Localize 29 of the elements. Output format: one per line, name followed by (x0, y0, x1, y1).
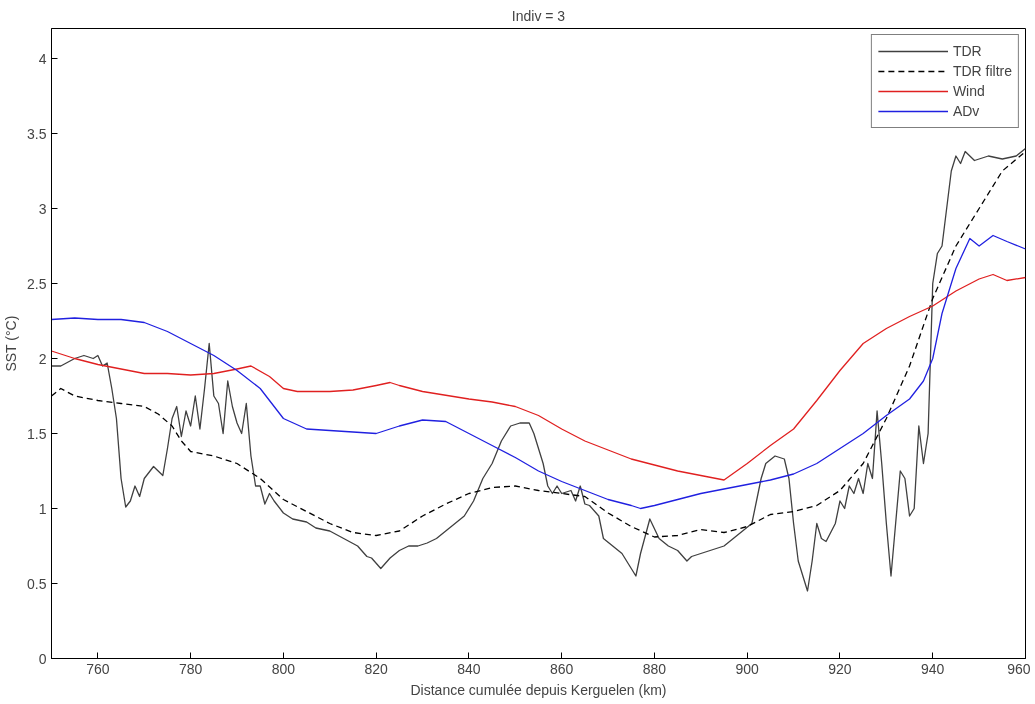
y-tick-label: 2.5 (27, 275, 47, 292)
y-tick-label: 0 (38, 650, 47, 667)
y-tick-label: 0.5 (27, 575, 47, 592)
x-tick-label: 960 (1007, 660, 1031, 677)
x-tick-label: 860 (550, 660, 574, 677)
x-tick-label: 920 (828, 660, 852, 677)
x-axis-title: Distance cumulée depuis Kerguelen (km) (410, 681, 667, 698)
y-tick-label: 2 (38, 350, 47, 367)
x-tick-label: 780 (178, 660, 203, 677)
x-tick-label: 760 (86, 660, 110, 677)
y-tick-label: 3 (38, 200, 47, 217)
x-tick-label: 800 (271, 660, 296, 677)
x-tick-label: 880 (642, 660, 667, 677)
chart-title: Indiv = 3 (511, 7, 566, 24)
legend-label: ADv (952, 103, 980, 119)
line-series (51, 234, 1026, 510)
legend-label: TDR filtre (952, 63, 1012, 79)
y-tick-label: 1 (38, 500, 47, 517)
y-tick-label: 1.5 (27, 425, 47, 442)
x-tick-label: 900 (735, 660, 760, 677)
x-tick-label: 820 (364, 660, 389, 677)
line-series (51, 273, 1026, 481)
y-axis-title: SST (°C) (3, 315, 20, 372)
x-tick-label: 840 (457, 660, 481, 677)
y-tick-label: 3.5 (27, 125, 47, 142)
legend-label: TDR (952, 43, 982, 59)
legend-label: Wind (952, 83, 985, 99)
y-tick-label: 4 (38, 50, 47, 67)
x-tick-label: 940 (921, 660, 945, 677)
